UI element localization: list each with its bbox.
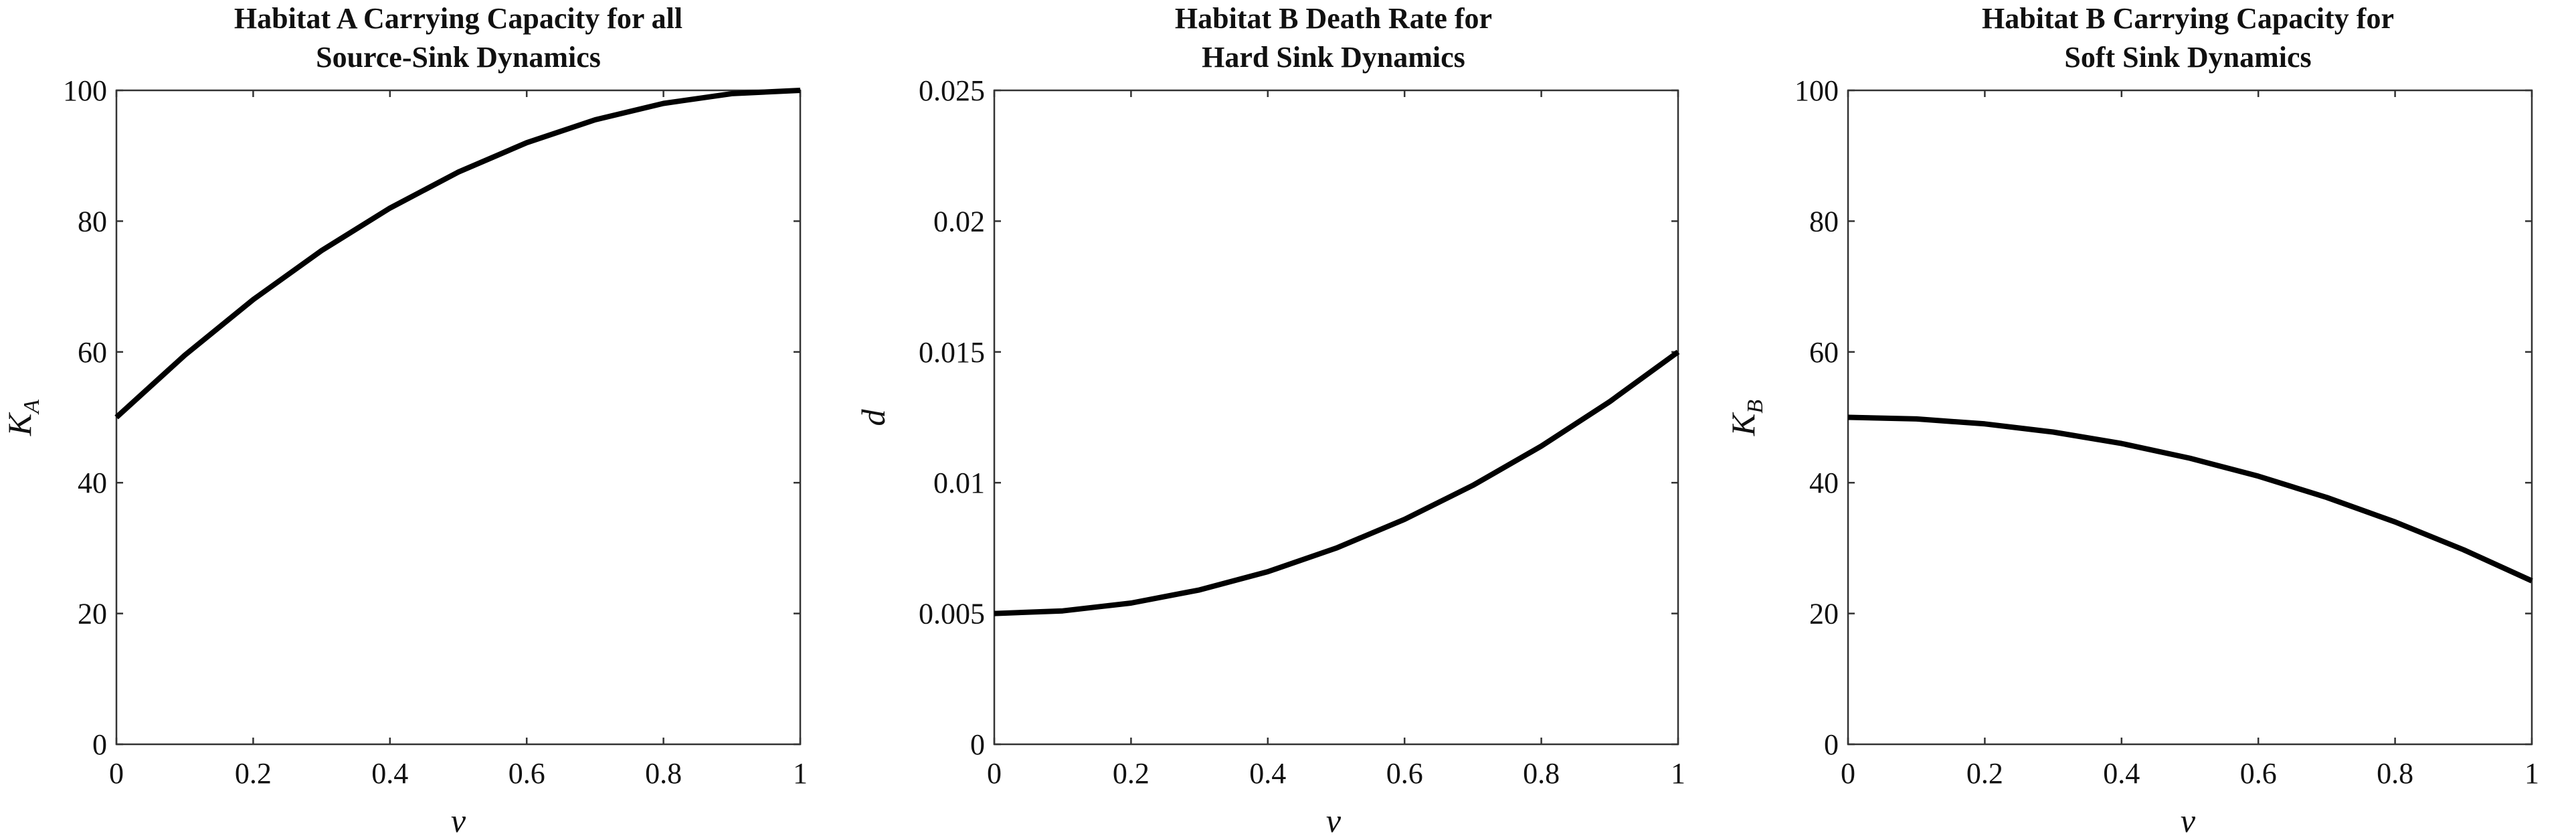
chart-3-y-tick-label: 20 — [1809, 598, 1839, 631]
chart-2-x-axis-label: v — [1326, 802, 1342, 839]
chart-1-x-tick-label: 1 — [793, 757, 808, 790]
chart-1-plot-frame — [115, 89, 802, 746]
chart-2-x-tick-label: 0.2 — [1113, 757, 1149, 790]
chart-2-plot-frame — [993, 89, 1679, 746]
chart-3-series-line — [1847, 414, 2533, 584]
chart-3-x-axis-label: v — [2181, 802, 2196, 839]
chart-3-y-tick-label: 100 — [1795, 74, 1839, 107]
chart-1-x-tick-label: 0 — [109, 757, 124, 790]
chart-1-tick-labels: 0 0.2 0.4 0.6 0.8 1 0 20 40 60 80 100 — [63, 74, 808, 790]
chart-1-y-axis-label-sub: A — [19, 400, 44, 415]
chart-1-x-tick-label: 0.4 — [371, 757, 408, 790]
chart-2-y-tick-label: 0.015 — [919, 336, 985, 369]
chart-2-title-line-1: Habitat B Death Rate for — [1175, 2, 1492, 35]
chart-3-y-axis-label-main: K — [1724, 412, 1762, 436]
chart-2-series-line — [994, 349, 1680, 616]
chart-1-y-tick-label: 60 — [78, 336, 107, 369]
chart-3-x-tick-label: 0.2 — [1966, 757, 2003, 790]
chart-2-x-tick-label: 0.8 — [1523, 757, 1560, 790]
chart-2-y-tick-label: 0.02 — [933, 205, 985, 238]
chart-1-y-tick-label: 40 — [78, 467, 107, 499]
chart-1-y-tick-label: 100 — [63, 74, 107, 107]
chart-2-x-tick-label: 1 — [1671, 757, 1685, 790]
chart-2-y-tick-label: 0.025 — [919, 74, 985, 107]
chart-1-title-line-2: Source-Sink Dynamics — [316, 41, 601, 74]
chart-3-x-tick-label: 0.4 — [2103, 757, 2140, 790]
chart-1-y-axis-label: KA — [1, 400, 44, 436]
chart-1-y-tick-label: 20 — [78, 598, 107, 631]
chart-2-title-line-2: Hard Sink Dynamics — [1202, 41, 1465, 74]
chart-2-y-tick-label: 0.005 — [919, 598, 985, 631]
chart-panel-3: Habitat B Carrying Capacity for Soft Sin… — [1724, 2, 2539, 839]
chart-2-y-tick-label: 0.01 — [933, 467, 985, 499]
chart-3-x-tick-label: 0.6 — [2240, 757, 2277, 790]
chart-1-x-tick-label: 0.8 — [645, 757, 682, 790]
chart-1-y-tick-label: 80 — [78, 205, 107, 238]
chart-2-y-axis-label: d — [854, 409, 892, 426]
chart-2-x-tick-label: 0 — [987, 757, 1002, 790]
chart-3-y-tick-label: 60 — [1809, 336, 1839, 369]
chart-3-y-tick-label: 40 — [1809, 467, 1839, 499]
chart-3-x-tick-label: 0 — [1841, 757, 1855, 790]
chart-3-y-tick-label: 0 — [1824, 728, 1839, 761]
chart-2-x-tick-label: 0.4 — [1249, 757, 1286, 790]
chart-2-tick-labels: 0 0.2 0.4 0.6 0.8 1 0 0.005 0.01 0.015 0.02 0.025 — [919, 74, 1685, 790]
chart-2-y-axis-label-main: d — [854, 409, 892, 426]
chart-3-plot-frame — [1847, 89, 2533, 746]
chart-3-tick-labels: 0 0.2 0.4 0.6 0.8 1 0 20 40 60 80 100 — [1795, 74, 2539, 790]
chart-3-title-line-2: Soft Sink Dynamics — [2064, 41, 2311, 74]
chart-1-ticks — [115, 89, 802, 746]
chart-panel-1: Habitat A Carrying Capacity for all Sour… — [1, 2, 808, 839]
chart-3-y-axis-label-sub: B — [1743, 400, 1768, 414]
chart-1-title-line-1: Habitat A Carrying Capacity for all — [234, 2, 682, 35]
chart-2-y-tick-label: 0 — [970, 728, 985, 761]
chart-1-y-axis-label-main: K — [1, 412, 38, 436]
chart-3-x-tick-label: 1 — [2524, 757, 2539, 790]
chart-3-y-axis-label: KB — [1724, 400, 1768, 436]
chart-3-title-line-1: Habitat B Carrying Capacity for — [1982, 2, 2394, 35]
chart-2-ticks — [993, 89, 1679, 746]
chart-1-y-tick-label: 0 — [92, 728, 107, 761]
chart-1-x-tick-label: 0.6 — [509, 757, 545, 790]
chart-1-series-line — [114, 88, 801, 420]
chart-2-x-tick-label: 0.6 — [1386, 757, 1423, 790]
chart-3-y-tick-label: 80 — [1809, 205, 1839, 238]
chart-1-x-axis-label: v — [451, 802, 466, 839]
chart-1-x-tick-label: 0.2 — [235, 757, 272, 790]
chart-panel-2: Habitat B Death Rate for Hard Sink Dynam… — [854, 2, 1685, 839]
chart-3-x-tick-label: 0.8 — [2377, 757, 2413, 790]
chart-3-ticks — [1847, 89, 2533, 746]
